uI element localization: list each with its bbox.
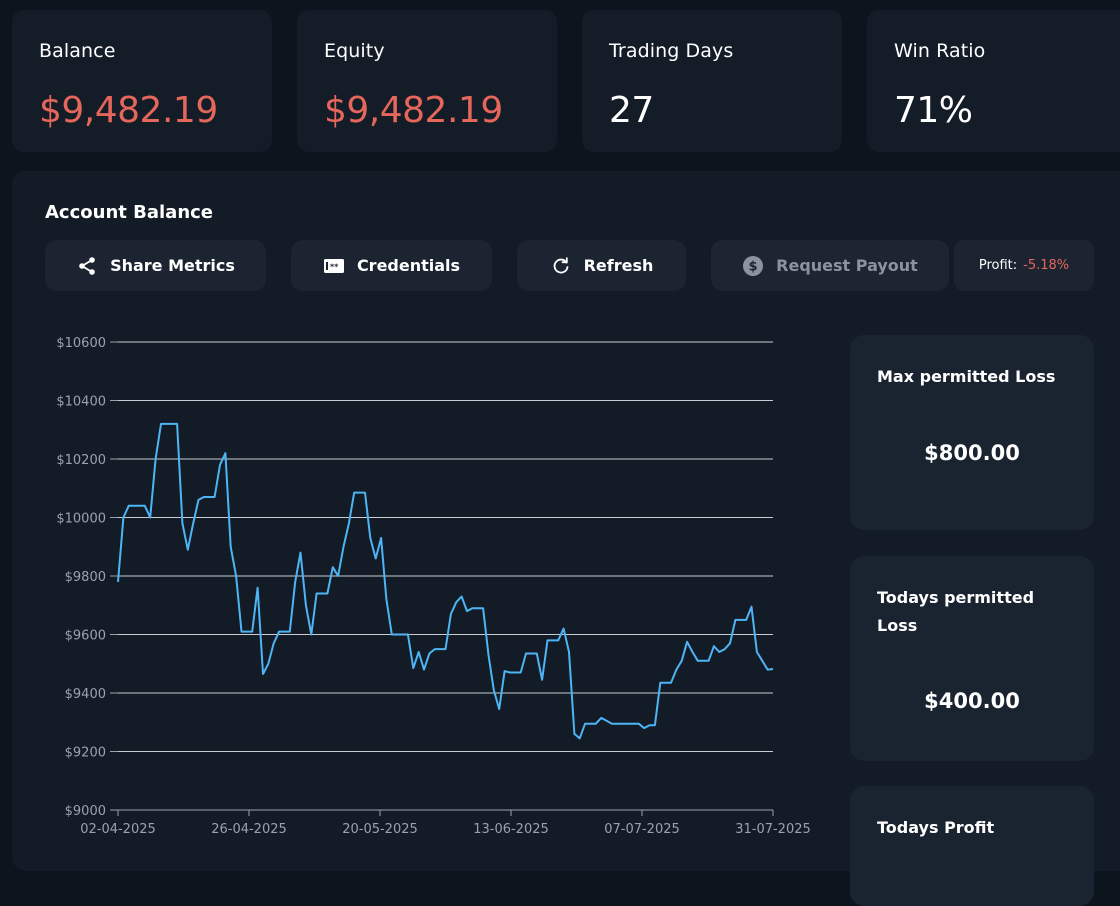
credentials-label: Credentials <box>356 256 461 275</box>
equity-value: $9,482.19 <box>324 90 503 131</box>
profit-indicator: Profit: -5.18% <box>954 240 1094 291</box>
win-ratio-label: Win Ratio <box>894 40 986 62</box>
win-ratio-card: Win Ratio 71% <box>867 10 1120 152</box>
x-tick-label: 26-04-2025 <box>211 822 287 837</box>
y-tick-label: $10200 <box>56 453 106 468</box>
refresh-label: Refresh <box>583 256 654 275</box>
trading-days-value: 27 <box>609 90 654 131</box>
today-profit-card: Todays Profit <box>850 786 1094 906</box>
x-tick-label: 02-04-2025 <box>80 822 156 837</box>
credentials-icon: ** <box>323 255 345 277</box>
y-tick-label: $9400 <box>65 687 106 702</box>
y-tick-label: $10400 <box>56 395 106 410</box>
balance-card: Balance $9,482.19 <box>12 10 272 152</box>
max-loss-value: $800.00 <box>924 441 1020 465</box>
x-tick-label: 07-07-2025 <box>604 822 680 837</box>
win-ratio-value: 71% <box>894 90 973 131</box>
today-profit-title: Todays Profit <box>877 818 995 837</box>
max-loss-title: Max permitted Loss <box>877 367 1056 386</box>
balance-chart: $10600 $10400 $10200 $10000 $9800 $9600 $9400 $… <box>56 336 811 837</box>
refresh-button[interactable]: Refresh <box>517 240 686 291</box>
profit-value: -5.18% <box>1023 258 1070 273</box>
share-metrics-button[interactable]: Share Metrics <box>45 240 266 291</box>
x-tick-label: 13-06-2025 <box>473 822 549 837</box>
trading-days-label: Trading Days <box>609 40 734 62</box>
today-loss-title: Todays permitted Loss <box>877 588 1035 635</box>
request-payout-button[interactable]: $ Request Payout <box>711 240 949 291</box>
credentials-button[interactable]: ** Credentials <box>291 240 492 291</box>
profit-label: Profit: <box>978 258 1018 273</box>
balance-value: $9,482.19 <box>39 90 218 131</box>
max-loss-card: Max permitted Loss $800.00 <box>850 335 1094 530</box>
stats-row: Balance $9,482.19 Equity $9,482.19 Tradi… <box>0 0 1120 160</box>
equity-card: Equity $9,482.19 <box>297 10 557 152</box>
x-tick-label: 20-05-2025 <box>342 822 418 837</box>
request-payout-label: Request Payout <box>776 256 918 275</box>
share-icon <box>76 255 98 277</box>
share-metrics-label: Share Metrics <box>110 256 235 275</box>
svg-text:$: $ <box>749 259 758 274</box>
svg-text:**: ** <box>330 262 339 271</box>
account-balance-panel: Account Balance Share Metrics ** Credent… <box>12 171 1120 906</box>
y-tick-label: $9000 <box>65 804 106 819</box>
panel-title: Account Balance <box>45 202 214 223</box>
equity-label: Equity <box>324 40 385 62</box>
trading-days-card: Trading Days 27 <box>582 10 842 152</box>
today-loss-card: Todays permitted Loss $400.00 <box>850 556 1094 761</box>
today-loss-value: $400.00 <box>924 689 1020 713</box>
y-tick-label: $10000 <box>56 512 106 527</box>
balance-series-line <box>117 422 774 740</box>
refresh-icon <box>550 255 572 277</box>
y-tick-label: $10600 <box>56 336 106 351</box>
x-tick-label: 31-07-2025 <box>735 822 811 837</box>
balance-label: Balance <box>39 40 116 62</box>
y-tick-label: $9200 <box>65 746 106 761</box>
dollar-icon: $ <box>742 255 764 277</box>
y-tick-label: $9800 <box>65 570 106 585</box>
y-tick-label: $9600 <box>65 629 106 644</box>
